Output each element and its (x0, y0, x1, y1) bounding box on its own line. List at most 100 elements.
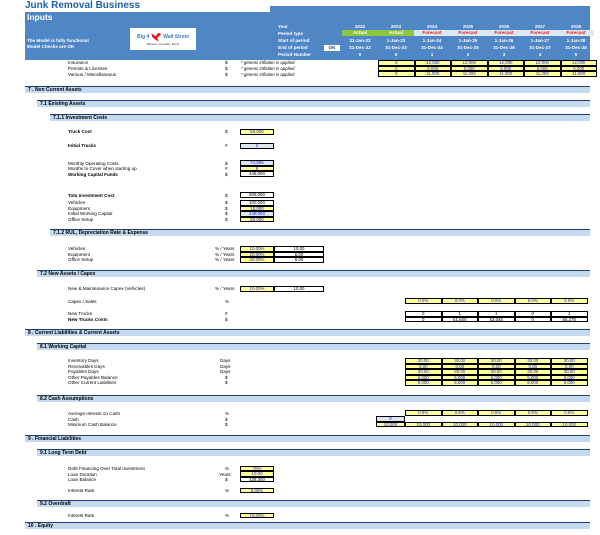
input-cell[interactable]: 30.00 (478, 369, 515, 375)
input-cell[interactable]: 30.00 (514, 358, 551, 364)
input-cell[interactable]: 5,000 (478, 374, 515, 380)
input-cell[interactable]: 0.00 (441, 363, 478, 369)
date-cell: 1-Jan-26 (494, 38, 514, 43)
input-cell[interactable]: 5,000 (414, 65, 451, 71)
unit: $ (225, 60, 228, 65)
input-cell[interactable]: 11,000 (524, 71, 561, 77)
debt-interest-input[interactable]: 8.00% (240, 487, 274, 493)
input-cell[interactable]: 5,000 (478, 380, 515, 386)
office-setup-input[interactable]: 50,000 (240, 216, 274, 222)
loan-duration-input[interactable]: 10.00 (240, 471, 274, 477)
input-cell[interactable]: 12,000 (560, 60, 597, 66)
opex-grid: 0 12,000 12,000 12,000 12,000 12,000 0 5… (378, 60, 597, 77)
capex-sales-label: Capex / Sales (68, 299, 97, 304)
truck-cost-input[interactable]: 50,000 (240, 129, 274, 135)
input-cell[interactable]: 5,000 (514, 380, 551, 386)
logo-right-text: Wall Street (163, 34, 189, 40)
input-cell[interactable]: 5,000 (514, 374, 551, 380)
input-cell[interactable]: 0.00 (551, 363, 588, 369)
input-cell[interactable]: 0.5% (514, 410, 551, 416)
input-cell[interactable]: 0 (378, 65, 415, 71)
unit: $ (225, 216, 228, 222)
input-cell[interactable]: 30.00 (441, 369, 478, 375)
input-cell[interactable]: 0 (378, 60, 415, 66)
input-cell[interactable]: 0.00 (478, 363, 515, 369)
calc-cell: 0 (405, 311, 442, 317)
input-cell[interactable]: 5,000 (560, 65, 597, 71)
wc-grid: 30.00 30.00 30.00 30.00 30.00 0.00 0.00 … (405, 358, 588, 386)
input-cell[interactable]: 0.00 (405, 363, 442, 369)
input-cell[interactable]: 5,000 (405, 374, 442, 380)
input-cell[interactable]: 0.00 (514, 363, 551, 369)
input-cell[interactable]: 30.00 (514, 369, 551, 375)
input-cell[interactable]: 10,000 (478, 421, 515, 427)
input-cell[interactable]: 11,000 (487, 71, 524, 77)
input-cell[interactable]: 11,000 (560, 71, 597, 77)
rate-input[interactable]: 10.00% (240, 246, 274, 252)
rate-input[interactable]: 20.00% (240, 257, 274, 263)
input-cell[interactable]: 0.5% (441, 410, 478, 416)
section-header-7-2: 7.2 New Assets / Capex (37, 270, 590, 277)
equipment-input[interactable]: 10,000 (240, 205, 274, 211)
input-cell[interactable]: 5,000 (441, 380, 478, 386)
input-cell[interactable]: 11,000 (451, 71, 488, 77)
input-cell[interactable]: 12,000 (524, 60, 561, 66)
input-cell[interactable]: 5,000 (524, 65, 561, 71)
date-cell: 31-Dec-27 (529, 45, 551, 50)
input-cell[interactable]: 11,000 (414, 71, 451, 77)
input-cell[interactable]: 0.5% (478, 410, 515, 416)
office-setup-label: Office Setup (68, 216, 94, 222)
initial-trucks-label: Initial Trucks (68, 143, 97, 148)
input-cell[interactable]: 5,000 (487, 65, 524, 71)
input-cell[interactable]: 12,000 (451, 60, 488, 66)
input-cell[interactable]: 10,000 (441, 421, 478, 427)
unit: $ (225, 477, 228, 482)
date-cell: 31-Jan-22 (349, 38, 371, 43)
input-cell[interactable]: 10,000 (514, 421, 551, 427)
initial-wc-value[interactable]: 449,000 (240, 211, 274, 217)
input-cell[interactable]: 0.0% (441, 298, 478, 304)
input-cell[interactable]: 10,000 (376, 421, 405, 427)
months-cover-input[interactable]: 6 (240, 165, 274, 171)
input-cell[interactable]: 30.00 (551, 358, 588, 364)
input-cell[interactable]: 5,000 (441, 374, 478, 380)
unit: % (225, 411, 230, 416)
input-cell[interactable]: 0 (378, 71, 415, 77)
input-cell[interactable]: 5,000 (551, 374, 588, 380)
input-cell[interactable]: 12,000 (487, 60, 524, 66)
input-cell[interactable]: 10,000 (405, 421, 442, 427)
unit: $ (225, 200, 228, 205)
input-cell[interactable]: 5,000 (405, 380, 442, 386)
input-cell[interactable]: 5,000 (451, 65, 488, 71)
debt-financing-input[interactable]: 70% (240, 465, 274, 471)
input-cell[interactable]: 5.0% (514, 298, 551, 304)
period-number-cell: 0 (394, 52, 398, 57)
input-cell[interactable]: 30.00 (441, 358, 478, 364)
input-cell[interactable]: 12,000 (414, 60, 451, 66)
input-cell[interactable]: 30.00 (478, 358, 515, 364)
input-cell[interactable]: 0.5% (405, 410, 442, 416)
input-cell[interactable]: 0.0% (478, 298, 515, 304)
monthly-opex-value[interactable]: 74,685 (240, 160, 274, 166)
input-cell[interactable]: 0.5% (551, 410, 588, 416)
monthly-opex-label: Monthly Operating Costs (68, 161, 119, 166)
date-cell: 31-Dec-24 (421, 45, 443, 50)
initial-trucks-input[interactable]: 2 (240, 143, 274, 149)
input-cell[interactable]: 30.00 (405, 358, 442, 364)
rul-label: Office Setup (68, 257, 94, 262)
calc-cell: 1 (441, 311, 478, 317)
input-cell[interactable]: 10,000 (551, 421, 588, 427)
input-cell[interactable]: 5.0% (551, 298, 588, 304)
input-cell[interactable]: 0.0% (405, 298, 442, 304)
date-cell: 1-Jan-25 (458, 38, 478, 43)
overdraft-rate-input[interactable]: 10.00% (240, 512, 274, 518)
input-cell[interactable]: 5,000 (551, 380, 588, 386)
rate-input[interactable]: 10.00% (240, 286, 274, 292)
period-number-cell: 3 (502, 52, 506, 57)
rate-input[interactable]: 20.00% (240, 251, 274, 257)
unit: $ (225, 129, 228, 134)
cash-input[interactable]: 0 (376, 416, 405, 422)
unit: % / Years (215, 246, 235, 251)
input-cell[interactable]: 30.00 (405, 369, 442, 375)
input-cell[interactable]: 30.00 (551, 369, 588, 375)
